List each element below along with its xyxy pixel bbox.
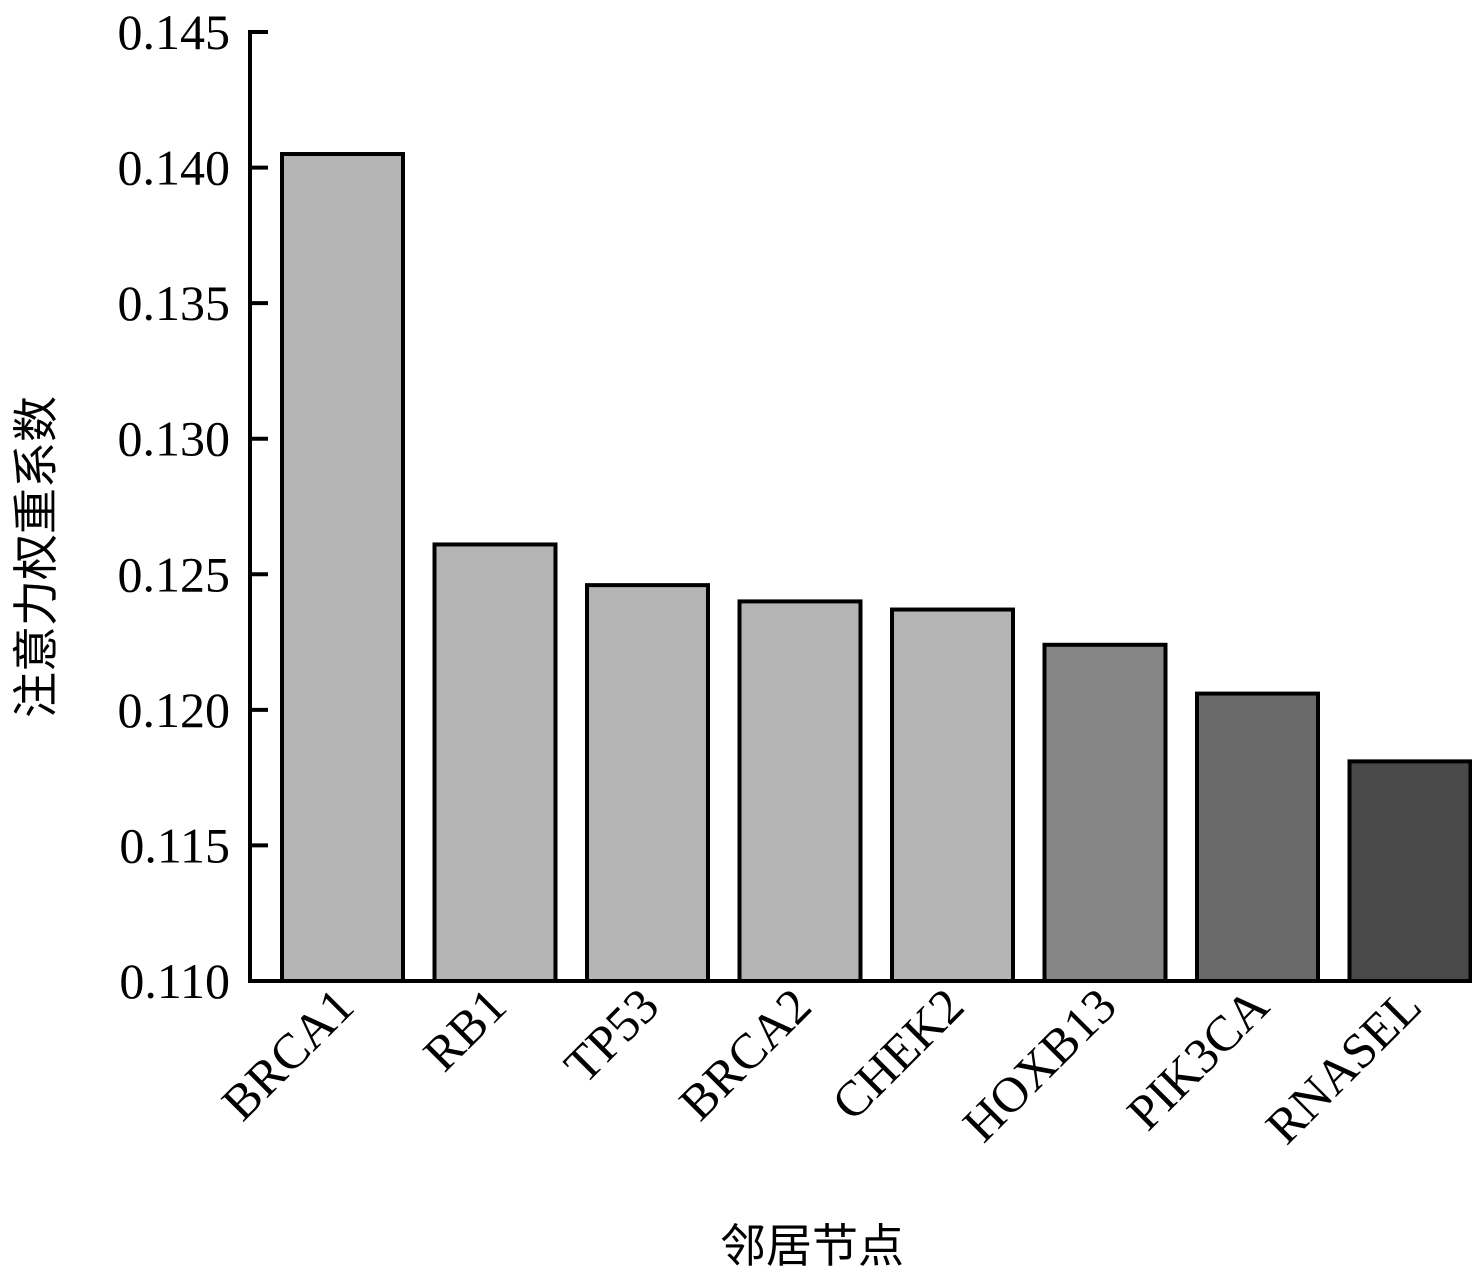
y-tick-label: 0.145: [118, 4, 231, 60]
y-tick-label: 0.115: [119, 817, 230, 873]
y-tick-label: 0.140: [118, 140, 231, 196]
bar-pik3ca: [1195, 691, 1320, 983]
bar-tp53: [585, 583, 710, 983]
y-tick-label: 0.125: [118, 546, 231, 602]
x-axis-title: 邻居节点: [720, 1219, 904, 1273]
bar-rb1: [432, 542, 558, 984]
bars-layer: [280, 152, 1472, 984]
bar-brca1: [280, 152, 405, 983]
bar-rnasel: [1347, 759, 1472, 983]
x-tick-label: CHEK2: [821, 977, 975, 1131]
bar-hoxb13: [1042, 642, 1168, 983]
y-tick-label: 0.130: [118, 411, 231, 467]
x-tick-label: HOXB13: [952, 977, 1127, 1152]
x-tick-label: TP53: [553, 977, 669, 1093]
y-tick-label: 0.120: [118, 682, 231, 738]
bar-chek2: [890, 607, 1015, 984]
x-tick-label: BRCA1: [211, 977, 365, 1131]
x-tick-label: RNASEL: [1255, 977, 1432, 1154]
y-ticks: 0.110 0.115 0.120 0.125 0.130 0.135 0.140 0.145: [118, 4, 268, 1009]
bar-brca2: [737, 599, 863, 984]
x-tick-label: RB1: [412, 977, 516, 1081]
x-tick-label: BRCA2: [668, 977, 822, 1131]
y-axis-title: 注意力权重系数: [9, 396, 63, 718]
y-tick-label: 0.135: [118, 275, 231, 331]
y-tick-label: 0.110: [119, 953, 230, 1009]
